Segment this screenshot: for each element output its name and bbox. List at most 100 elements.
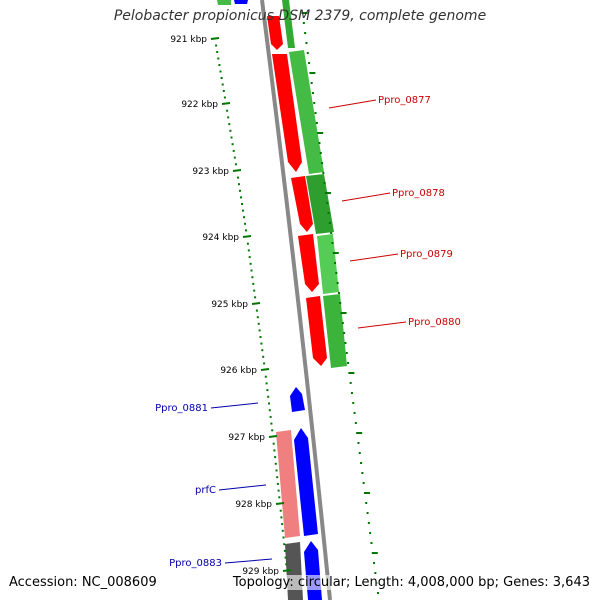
minor-tick <box>244 222 246 225</box>
outer-scale-tick <box>330 232 333 234</box>
outer-scale-tick <box>360 462 363 464</box>
minor-tick <box>281 523 284 526</box>
outer-scale-tick <box>358 452 361 454</box>
outer-scale-tick <box>341 322 344 324</box>
gene-label[interactable]: Ppro_0879 <box>400 249 453 260</box>
tick-mark <box>282 569 292 572</box>
cds-arrow-reverse[interactable] <box>294 428 318 536</box>
outer-scale-tick <box>349 382 352 384</box>
gene-leader-line <box>218 484 267 491</box>
minor-tick <box>267 395 270 398</box>
minor-tick <box>232 149 235 152</box>
minor-tick <box>285 563 288 566</box>
cds-arrow-reverse[interactable] <box>304 541 322 600</box>
minor-tick <box>281 529 284 532</box>
tick-mark <box>268 435 278 438</box>
cds-arrow-forward[interactable] <box>267 16 283 50</box>
minor-tick <box>230 136 233 139</box>
minor-tick <box>274 462 277 465</box>
genome-backbone <box>260 0 332 600</box>
tick-label: 925 kbp <box>211 300 248 310</box>
outer-scale-tick <box>344 342 347 344</box>
outer-scale-tick <box>357 442 360 444</box>
minor-tick <box>263 362 266 365</box>
outer-scale-tick <box>348 372 355 374</box>
minor-tick <box>284 556 287 559</box>
outer-scale-tick <box>352 402 355 404</box>
minor-tick <box>221 83 224 86</box>
minor-tick <box>241 203 243 205</box>
minor-tick <box>248 256 251 259</box>
minor-tick <box>222 90 225 92</box>
tick-track: 921 kbp 922 kbp 923 kbp 924 kbp 925 kbp 926 k… <box>170 12 379 594</box>
outer-scale-tick <box>337 292 340 294</box>
gene-leader-line <box>224 558 273 564</box>
outer-scale-tick <box>321 162 324 164</box>
minor-tick <box>220 77 223 79</box>
minor-tick <box>256 316 259 319</box>
cds-arrow-forward[interactable] <box>291 176 313 232</box>
cds-arrow-reverse[interactable] <box>234 0 248 4</box>
cds-arrow-forward[interactable] <box>272 54 302 172</box>
outer-scale-tick <box>335 272 338 274</box>
tick-label: 921 kbp <box>170 35 207 45</box>
gc-bar <box>317 234 339 294</box>
tick-mark <box>251 302 261 305</box>
outer-scale-tick <box>302 22 305 24</box>
gene-label[interactable]: Ppro_0880 <box>408 317 461 328</box>
minor-tick <box>264 375 267 378</box>
minor-tick <box>238 183 240 186</box>
tick-label: 926 kbp <box>220 366 257 376</box>
cds-arrow-forward[interactable] <box>298 234 319 292</box>
cds-arrow-reverse[interactable] <box>290 387 305 412</box>
outer-scale-tick <box>326 202 329 204</box>
outer-scale-tick <box>365 502 368 504</box>
minor-tick <box>231 143 234 146</box>
cds-arrow-forward-pseudo[interactable] <box>276 430 300 538</box>
minor-tick <box>273 449 276 452</box>
outer-scale-tick <box>356 432 363 434</box>
outer-scale-tick <box>373 562 376 564</box>
gene-label[interactable]: Ppro_0881 <box>155 403 208 414</box>
minor-tick <box>229 129 232 132</box>
outer-scale-tick <box>374 572 377 574</box>
outer-scale-tick <box>310 82 313 84</box>
minor-tick <box>215 44 218 47</box>
outer-scale-tick <box>319 152 322 154</box>
accession-label: Accession: NC_008609 <box>9 575 157 590</box>
gene-label[interactable]: Ppro_0878 <box>392 188 445 199</box>
outer-scale-tick <box>336 282 339 284</box>
outer-scale-tick <box>363 492 370 494</box>
outer-scale-tick <box>376 592 379 594</box>
minor-tick <box>268 402 270 405</box>
outer-scale-tick <box>304 32 307 34</box>
gc-bar <box>289 50 324 174</box>
tick-mark <box>242 235 252 238</box>
gc-bar <box>306 174 334 234</box>
minor-tick <box>233 156 236 159</box>
minor-tick <box>268 409 271 412</box>
minor-tick <box>280 516 283 519</box>
tick-label: 922 kbp <box>181 100 218 110</box>
outer-scale-tick <box>305 42 308 44</box>
outer-scale-tick <box>324 192 331 194</box>
tick-label: 923 kbp <box>192 167 229 177</box>
tick-label: 927 kbp <box>228 433 265 443</box>
minor-tick <box>249 262 252 265</box>
minor-tick <box>283 543 286 546</box>
outer-scale-tick <box>370 542 373 544</box>
minor-tick <box>240 196 242 199</box>
gene-label[interactable]: Ppro_0877 <box>378 95 431 106</box>
minor-tick <box>272 442 275 445</box>
gene-label[interactable]: prfC <box>195 485 216 496</box>
outer-scale-tick <box>332 252 339 254</box>
minor-tick <box>228 123 231 126</box>
gene-label[interactable]: Ppro_0883 <box>169 558 222 569</box>
minor-tick <box>253 289 256 292</box>
outer-scale-tick <box>361 472 364 474</box>
minor-tick <box>266 389 269 392</box>
tick-mark <box>275 502 285 505</box>
cds-arrow-forward[interactable] <box>306 296 327 366</box>
minor-tick <box>245 229 247 232</box>
